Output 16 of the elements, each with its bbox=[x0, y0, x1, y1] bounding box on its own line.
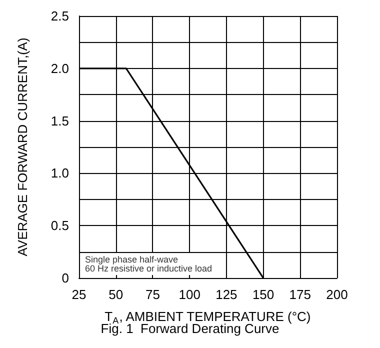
y-tick-label: 2.0 bbox=[50, 60, 69, 76]
y-tick-label: 1.5 bbox=[50, 113, 69, 128]
y-tick-label: 0 bbox=[62, 270, 69, 286]
x-tick-label: 125 bbox=[216, 287, 238, 302]
x-tick-label: 200 bbox=[326, 287, 348, 302]
x-tick-label: 175 bbox=[289, 287, 311, 302]
annotation: Single phase half-wave 60 Hz resistive or inductive load bbox=[85, 254, 212, 274]
y-tick-label: 1.0 bbox=[50, 166, 69, 181]
y-axis-title: AVERAGE FORWARD CURRENT,(A) bbox=[15, 38, 30, 256]
y-tick-label: 2.5 bbox=[50, 8, 69, 24]
y-tick-label: 0.5 bbox=[50, 218, 69, 234]
x-tick-label: 25 bbox=[72, 287, 86, 302]
x-tick-label: 50 bbox=[108, 287, 124, 302]
x-tick-label: 150 bbox=[252, 287, 274, 302]
x-tick-label: 75 bbox=[145, 287, 160, 302]
x-tick-label: 100 bbox=[178, 287, 200, 302]
